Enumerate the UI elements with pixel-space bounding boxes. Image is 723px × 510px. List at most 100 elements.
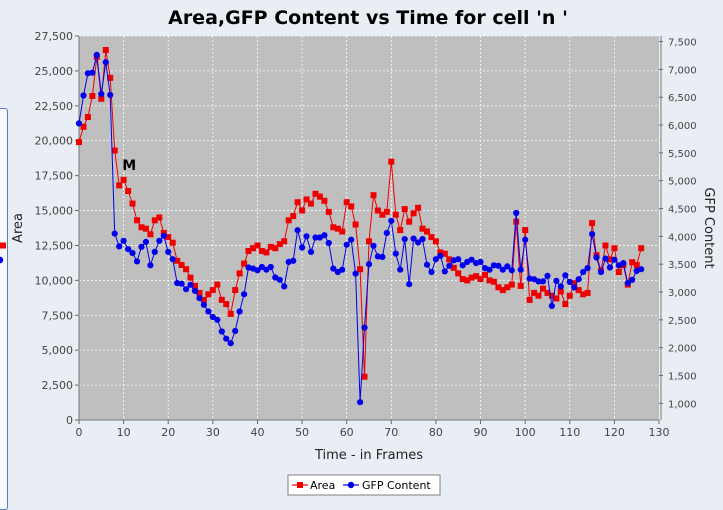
- area-point: [334, 225, 341, 232]
- y2-tick-label: 5,500: [668, 149, 697, 160]
- area-point: [196, 289, 203, 296]
- gfp-point: [191, 287, 199, 294]
- area-point: [361, 373, 368, 380]
- area-point: [223, 301, 230, 308]
- gfp-point: [486, 266, 493, 273]
- area-point: [138, 224, 145, 231]
- gfp-point: [267, 263, 274, 271]
- area-point: [437, 249, 444, 256]
- area-point: [263, 249, 270, 256]
- legend-gfp-label: GFP Content: [362, 479, 431, 492]
- x-tick-label: 80: [429, 426, 443, 439]
- y2-tick-label: 1,000: [668, 399, 697, 410]
- area-point: [357, 266, 364, 273]
- x-tick-label: 100: [515, 426, 536, 439]
- gfp-point: [254, 267, 261, 274]
- area-point: [250, 245, 256, 252]
- annotation-layer: M: [122, 158, 136, 174]
- area-point: [495, 284, 502, 291]
- gfp-point: [241, 291, 248, 298]
- area-point: [468, 274, 475, 281]
- area-point: [156, 214, 163, 221]
- gfp-point: [169, 256, 176, 263]
- area-point: [455, 270, 462, 277]
- gfp-point: [638, 266, 645, 273]
- gfp-point: [557, 283, 564, 290]
- area-point: [98, 95, 105, 102]
- area-point: [281, 238, 288, 245]
- area-point: [432, 238, 439, 245]
- area-point: [553, 295, 560, 302]
- area-point: [89, 93, 96, 99]
- area-point: [629, 259, 636, 266]
- area-point: [174, 257, 181, 264]
- area-point: [566, 292, 573, 299]
- area-point: [531, 289, 538, 296]
- gfp-point: [312, 234, 319, 241]
- gfp-point: [156, 237, 163, 244]
- gfp-point: [343, 241, 350, 248]
- gfp-point: [423, 261, 431, 268]
- area-point: [584, 289, 591, 296]
- area-point: [178, 262, 185, 268]
- area-point: [348, 203, 355, 210]
- area-point: [459, 276, 466, 282]
- y2-tick-label: 4,500: [668, 205, 697, 216]
- area-point: [482, 271, 488, 278]
- area-point: [187, 274, 194, 281]
- area-point: [410, 210, 417, 217]
- area-point: [102, 47, 109, 53]
- gfp-point: [499, 266, 506, 273]
- gfp-point: [446, 262, 453, 269]
- annotation-label: M: [122, 158, 136, 174]
- area-point: [111, 147, 118, 154]
- area-point: [205, 291, 212, 298]
- gfp-point: [566, 278, 573, 286]
- gfp-point: [205, 308, 212, 315]
- x-tick-label: 20: [161, 426, 175, 439]
- area-point: [464, 277, 471, 284]
- area-point: [388, 158, 395, 165]
- area-point: [236, 270, 243, 277]
- gfp-point: [401, 236, 408, 243]
- gfp-point: [200, 301, 207, 308]
- y-tick-label: 17,500: [35, 170, 74, 183]
- gfp-point: [406, 281, 413, 288]
- area-point: [227, 310, 234, 317]
- series-area: [0, 47, 645, 380]
- x-tick-label: 110: [559, 426, 580, 439]
- area-point: [508, 281, 515, 288]
- area-point: [107, 74, 114, 81]
- gfp-point: [281, 283, 288, 290]
- y-tick-label: 20,000: [35, 135, 74, 148]
- gfp-point: [339, 266, 346, 273]
- gfp-point: [589, 231, 596, 238]
- gfp-point: [629, 276, 636, 283]
- gfp-point: [299, 244, 306, 251]
- area-point: [299, 207, 306, 214]
- area-point: [544, 289, 551, 296]
- area-point: [486, 277, 493, 284]
- gfp-point: [348, 236, 355, 243]
- y2-tick-label: 4,000: [668, 232, 697, 243]
- y2-tick-label: 5,000: [668, 177, 697, 188]
- area-point: [638, 245, 645, 252]
- gfp-point: [93, 51, 100, 59]
- y-axis-label: Area: [11, 213, 26, 243]
- gfp-point: [361, 324, 368, 331]
- area-point: [370, 192, 377, 199]
- gfp-point: [142, 238, 149, 245]
- area-point: [366, 238, 372, 245]
- gfp-point: [80, 92, 87, 99]
- area-point: [477, 276, 484, 282]
- gfp-point: [468, 256, 475, 263]
- gfp-point: [432, 256, 439, 263]
- gfp-point: [584, 265, 591, 272]
- gfp-point: [495, 262, 502, 269]
- gfp-point: [410, 235, 417, 242]
- y2-tick-label: 7,500: [668, 38, 697, 49]
- gfp-point: [321, 232, 328, 239]
- area-point: [499, 287, 506, 294]
- area-point: [258, 248, 265, 254]
- gfp-point: [370, 242, 377, 249]
